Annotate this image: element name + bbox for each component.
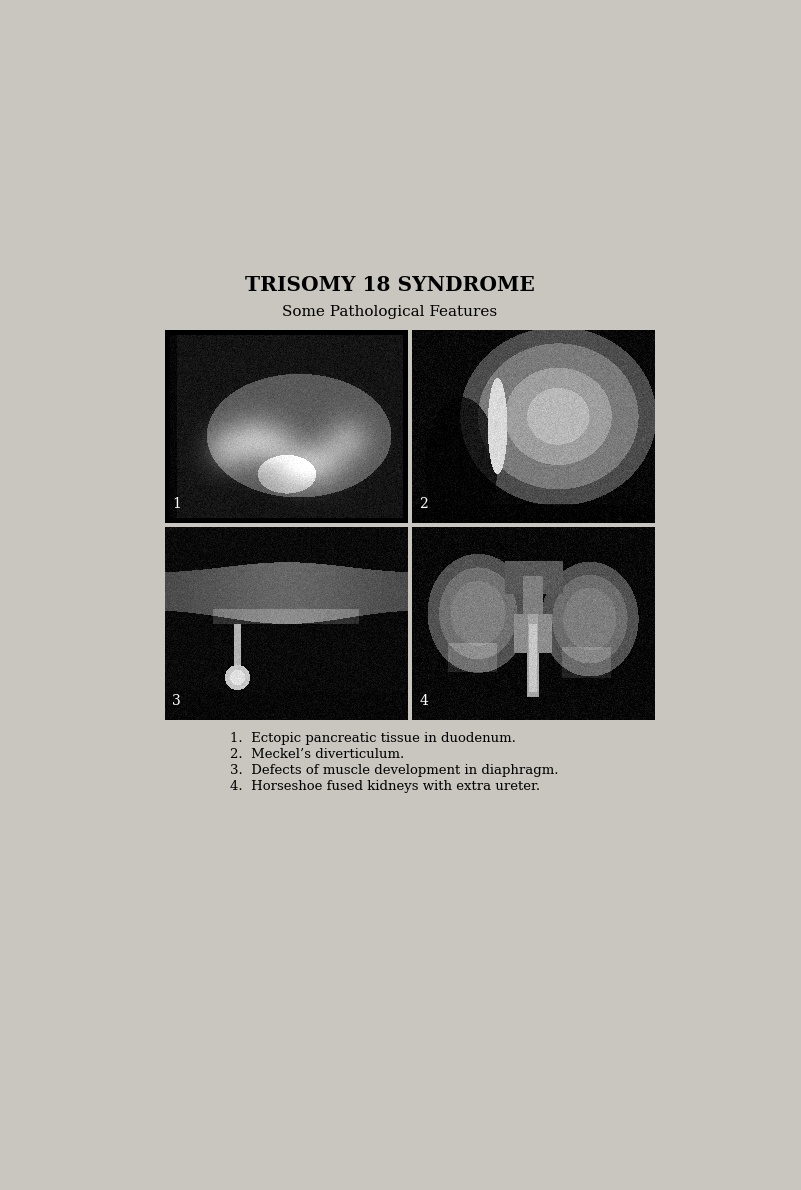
Text: TRISOMY 18 SYNDROME: TRISOMY 18 SYNDROME — [245, 275, 535, 295]
Text: 1: 1 — [172, 497, 181, 512]
Text: 3: 3 — [172, 695, 181, 708]
Text: 3.  Defects of muscle development in diaphragm.: 3. Defects of muscle development in diap… — [230, 764, 558, 777]
Text: 4.  Horseshoe fused kidneys with extra ureter.: 4. Horseshoe fused kidneys with extra ur… — [230, 779, 540, 793]
Text: 1.  Ectopic pancreatic tissue in duodenum.: 1. Ectopic pancreatic tissue in duodenum… — [230, 732, 516, 745]
Text: 4: 4 — [419, 695, 429, 708]
Text: 2.  Meckel’s diverticulum.: 2. Meckel’s diverticulum. — [230, 749, 405, 760]
Text: Some Pathological Features: Some Pathological Features — [283, 305, 497, 319]
Text: 2: 2 — [419, 497, 428, 512]
